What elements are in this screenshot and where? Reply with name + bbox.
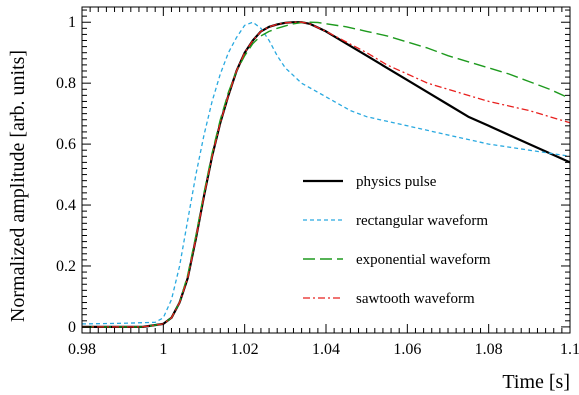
- y-tick-label: 0.4: [56, 197, 76, 214]
- plot-area: [81, 21, 571, 328]
- series-line-sawtooth-waveform: [82, 21, 571, 328]
- x-tick-label: 1.08: [475, 341, 503, 358]
- series-line-exponential-waveform: [82, 21, 571, 328]
- legend-label-exponential-waveform: exponential waveform: [356, 252, 491, 268]
- legend-label-sawtooth-waveform: sawtooth waveform: [356, 291, 475, 307]
- x-axis-label: Time [s]: [502, 371, 570, 393]
- x-tick-label: 1.1: [560, 341, 579, 358]
- y-tick-label: 0.6: [56, 136, 76, 153]
- legend-label-rectangular-waveform: rectangular waveform: [356, 213, 488, 229]
- y-tick-label: 0: [68, 319, 76, 336]
- y-tick-label: 1: [68, 14, 76, 31]
- y-tick-label: 0.2: [56, 258, 76, 275]
- legend-label-physics-pulse: physics pulse: [356, 174, 437, 190]
- x-tick-label: 1.04: [312, 341, 340, 358]
- legend: physics pulse rectangular waveform exponen…: [303, 174, 491, 307]
- x-tick-label: 1.06: [393, 341, 421, 358]
- axis-ticks: 0.98 1 1.02 1.04 1.06 1.08 1.1 0 0.2 0.4 0.6 0.8 1: [56, 7, 579, 358]
- y-tick-label: 0.8: [56, 75, 76, 92]
- plot-frame: [81, 6, 571, 334]
- x-tick-label: 1.02: [231, 341, 259, 358]
- x-tick-label: 1: [159, 341, 167, 358]
- series-line-physics-pulse: [82, 21, 571, 328]
- x-tick-label: 0.98: [68, 341, 96, 358]
- series-line-rectangular-waveform: [81, 21, 571, 325]
- y-axis-label: Normalized amplitude [arb. units]: [7, 50, 29, 322]
